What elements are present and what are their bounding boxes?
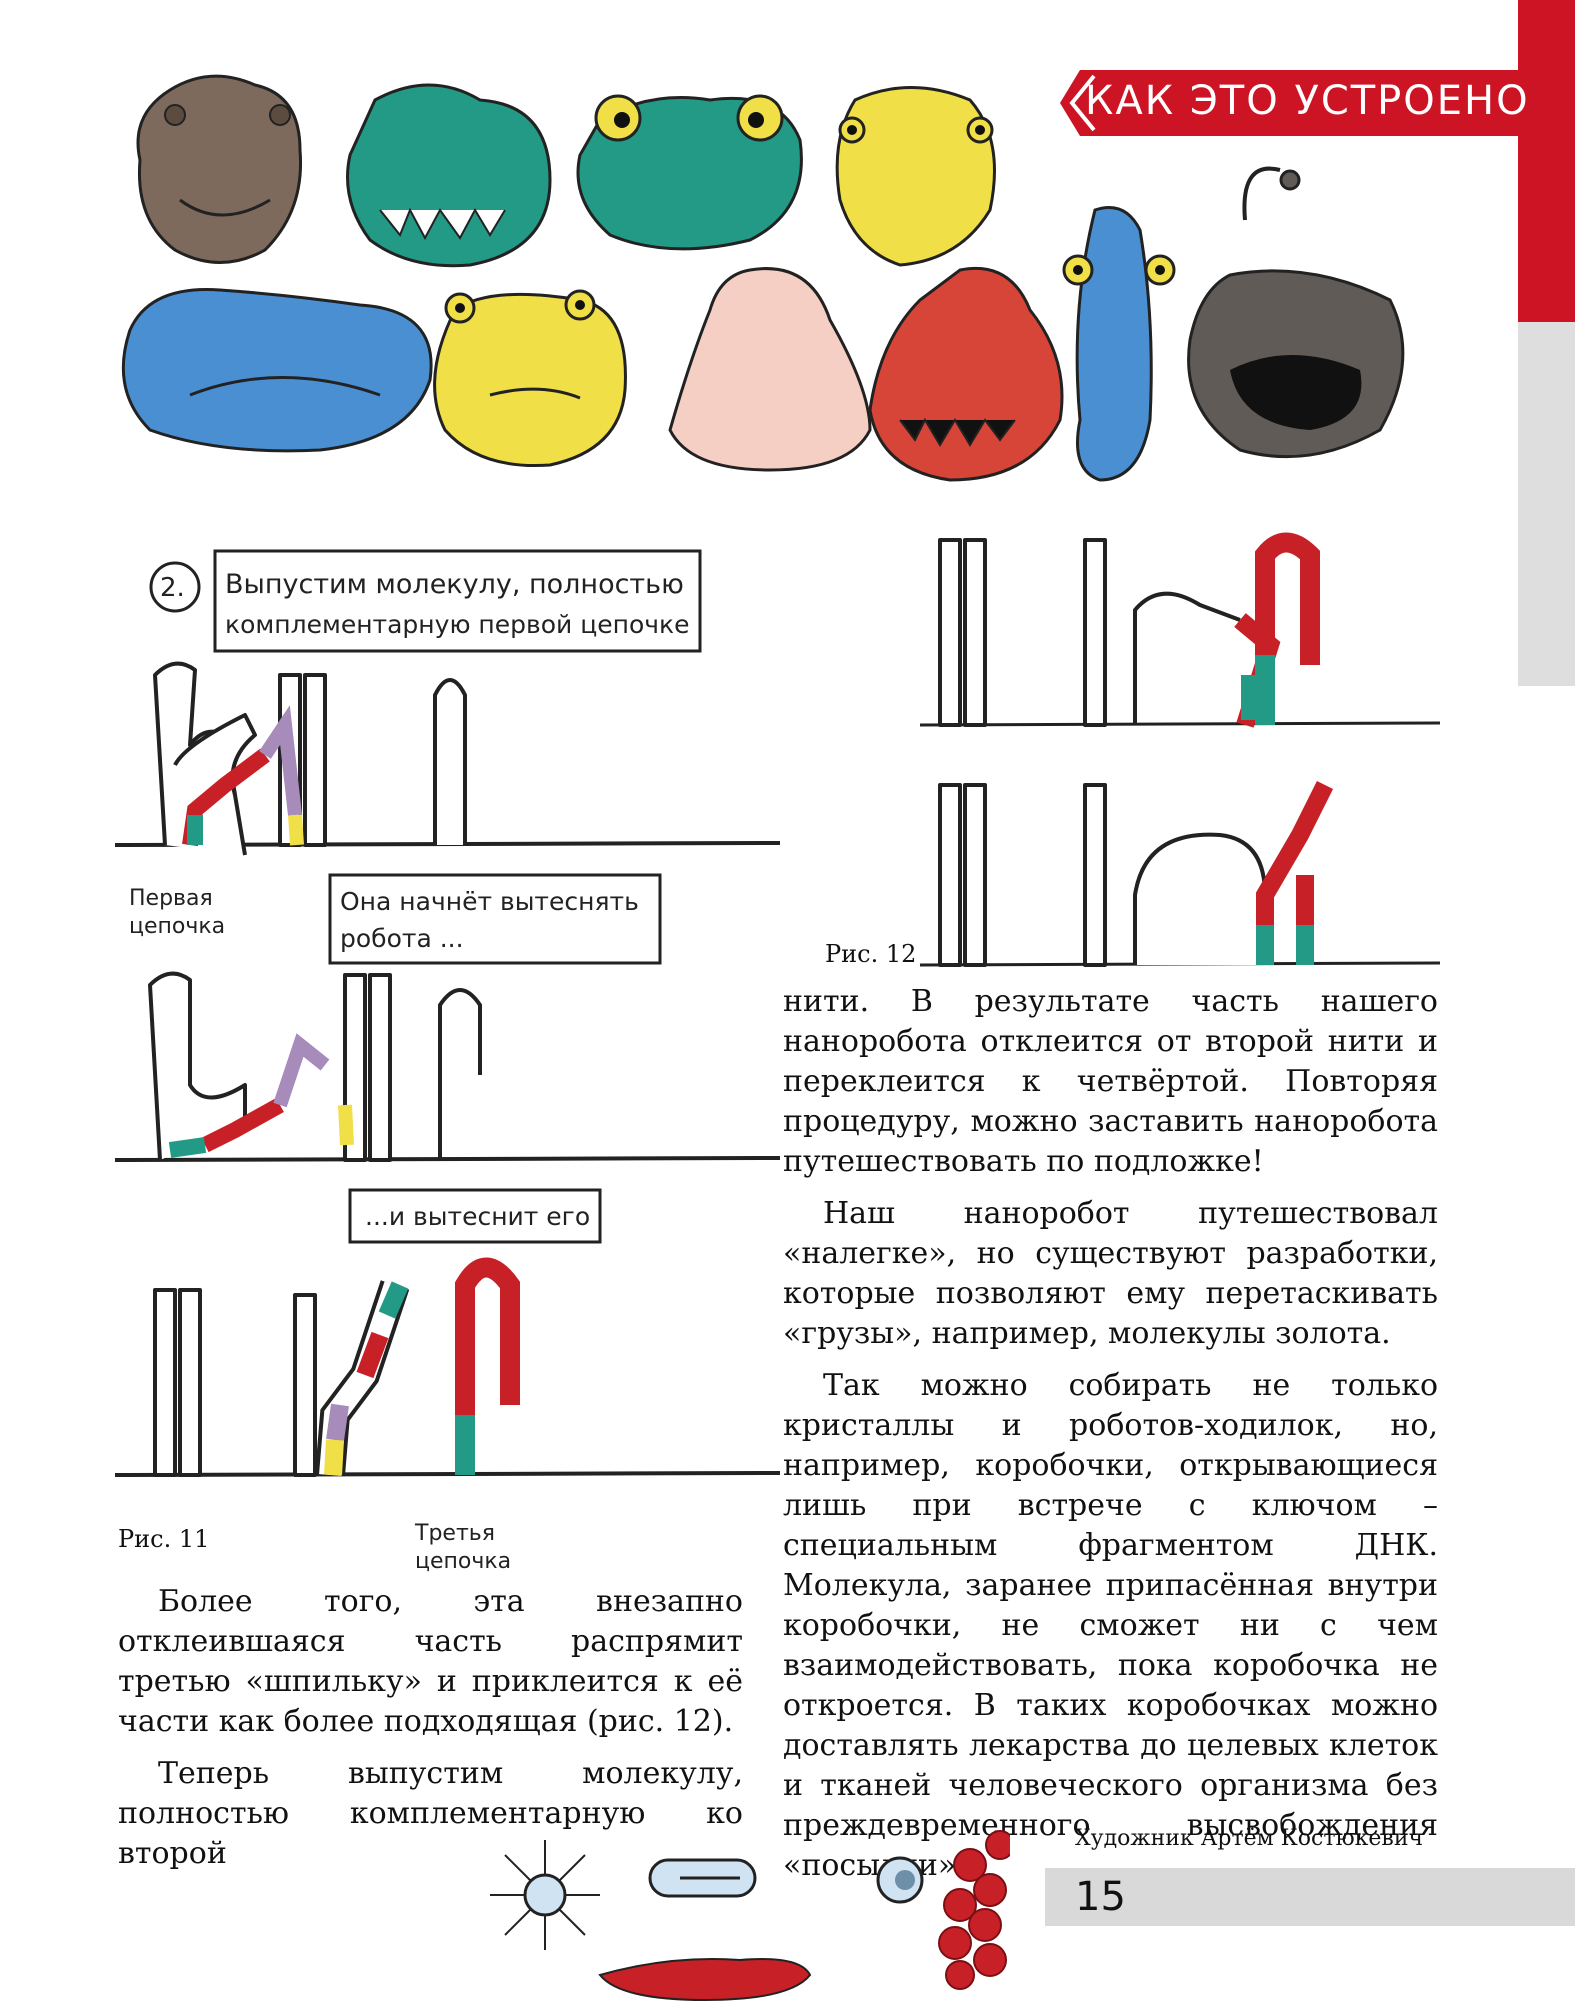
turtle-head-icon [835,86,996,267]
fig11-caption: Рис. 11 [118,1525,210,1553]
step-text-line1: Выпустим молекулу, полностью [225,569,684,600]
page-number: 15 [1075,1874,1126,1920]
section-red-tab [1518,0,1575,322]
fig11-diagram: 2. Выпустим молекулу, полностью комплеме… [115,549,781,1574]
section-title: КАК ЭТО УСТРОЕНО [1085,78,1530,124]
step-number: 2. [160,573,185,603]
first-chain-line2: цепочка [129,914,225,939]
fig12-diagram [920,532,1440,967]
red-fish-icon [868,266,1064,482]
first-chain-line1: Первая [129,886,213,911]
tall-blue-fish-icon [1062,206,1176,482]
frog-head-icon [576,94,803,251]
footer-illustration [490,1830,1010,2002]
section-grey-tab [1518,322,1575,686]
left-paragraph: Теперь выпустим молекулу, полностью комп… [118,1756,743,1871]
left-paragraph: Более того, эта внезапно отклеившаяся ча… [118,1584,743,1739]
illustrator-credit: Художник Артём Костюкевич [1075,1826,1424,1851]
virus-particle-icon [490,1840,600,1950]
fig12-caption: Рис. 12 [825,940,917,968]
cell-cluster-icon [876,1830,1010,1990]
creature-heads-illustration [121,74,1405,482]
hippo-head-icon [136,74,303,264]
bubble1-line2: робота ... [340,924,464,953]
third-chain-line1: Третья [414,1521,495,1546]
step-number-circle [149,561,201,613]
blue-blob-fish-icon [121,288,433,453]
right-paragraph: Наш наноробот путешествовал «налегке», н… [783,1196,1438,1351]
anglerfish-icon [1187,166,1405,459]
bubble1-line1: Она начнёт вытеснять [340,887,639,916]
right-column: нити. В результате часть нашего наноробо… [783,982,1438,1886]
yellow-toad-icon [433,289,627,468]
crocodile-head-icon [346,83,552,268]
blobfish-icon [668,267,872,472]
bubble2: ...и вытеснит его [365,1202,590,1231]
right-paragraph: Так можно собирать не только кристаллы и… [783,1368,1438,1883]
third-chain-line2: цепочка [415,1549,511,1574]
right-paragraph: нити. В результате часть нашего наноробо… [783,984,1438,1179]
step-text-box [213,549,702,653]
section-banner [1060,70,1520,136]
page-number-bar [1045,1868,1575,1926]
tissue-blob-icon [598,1958,812,2002]
left-column: Более того, эта внезапно отклеившаяся ча… [118,1582,743,1874]
capsule-robot-icon [648,1858,757,1898]
step-text-line2: комплементарную первой цепочке [225,610,690,639]
